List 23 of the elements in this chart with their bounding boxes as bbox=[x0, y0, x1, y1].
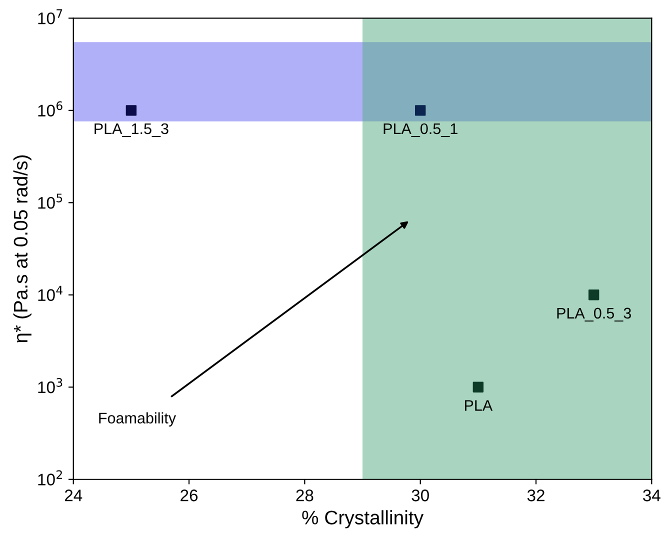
x-tick-label: 28 bbox=[296, 490, 314, 502]
y-tick-label: 10$^{4}$ bbox=[38, 286, 62, 301]
y-tick-label: 10$^{7}$ bbox=[38, 9, 62, 24]
y-tick-label: 10$^{6}$ bbox=[38, 101, 62, 116]
x-tick-label: 34 bbox=[643, 490, 660, 502]
x-axis-title: % Crystallinity bbox=[302, 510, 424, 528]
y-axis-title: η* (Pa.s at 0.05 rad/s) bbox=[13, 155, 32, 342]
x-tick-label: 30 bbox=[412, 490, 429, 502]
point bbox=[414, 105, 426, 116]
x-tick-label: 24 bbox=[64, 490, 82, 502]
point bbox=[126, 105, 137, 116]
point bbox=[588, 290, 600, 300]
annotation: Foamability bbox=[99, 412, 176, 427]
x-tick-label: 26 bbox=[180, 490, 198, 502]
series-label: PLA_0.5_1 bbox=[384, 123, 458, 138]
series-label: PLA_0.5_3 bbox=[557, 308, 631, 322]
series-label: PLA_1.5_3 bbox=[94, 123, 168, 138]
y-tick-label: 10$^{2}$ bbox=[38, 470, 62, 486]
point bbox=[472, 382, 484, 392]
y-tick-label: 10$^{3}$ bbox=[38, 378, 62, 394]
y-tick-label: 10$^{5}$ bbox=[38, 194, 62, 209]
x-tick-label: 32 bbox=[527, 490, 544, 502]
series-label: PLA bbox=[464, 400, 493, 411]
